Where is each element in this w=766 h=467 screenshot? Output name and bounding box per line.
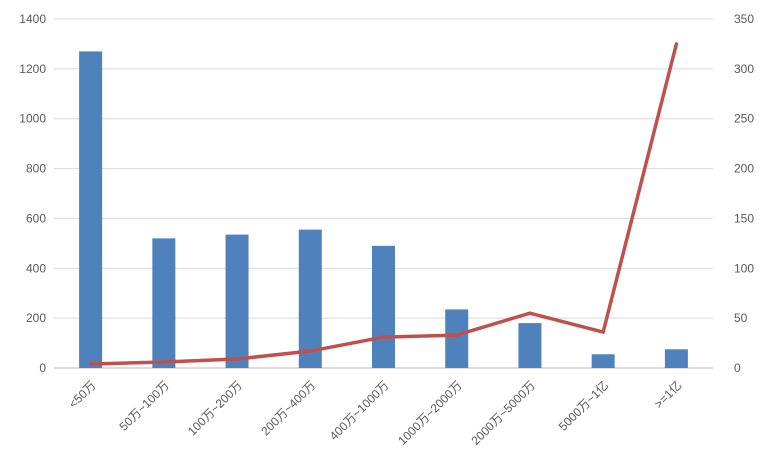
left-axis-tick-label: 800 xyxy=(26,162,46,176)
left-axis-tick-label: 600 xyxy=(26,211,46,225)
right-axis-tick-label: 300 xyxy=(734,62,754,76)
bar xyxy=(591,354,615,368)
category-axis-label: >=1亿 xyxy=(651,378,685,412)
category-axis-label: 50万~100万 xyxy=(117,378,172,433)
bar xyxy=(518,323,542,368)
bar xyxy=(152,238,176,368)
category-axis-label: 400万~1000万 xyxy=(327,378,392,443)
category-axis-label: 1000万~2000万 xyxy=(395,378,465,448)
category-axis-label: 2000万~5000万 xyxy=(468,378,538,448)
right-axis-tick-label: 200 xyxy=(734,162,754,176)
left-axis-tick-label: 1200 xyxy=(19,62,46,76)
line-series xyxy=(88,42,679,366)
right-axis-tick-label: 250 xyxy=(734,112,754,126)
right-axis-tick-label: 50 xyxy=(734,311,748,325)
category-axis-label: 5000万~1亿 xyxy=(555,378,611,434)
bar xyxy=(664,349,688,368)
right-axis-tick-label: 150 xyxy=(734,211,754,225)
bar xyxy=(79,51,103,369)
left-axis-tick-label: 0 xyxy=(39,361,46,375)
bar xyxy=(372,245,395,368)
left-axis-tick-label: 200 xyxy=(26,311,46,325)
left-axis-tick-label: 400 xyxy=(26,261,46,275)
right-axis-tick-label: 350 xyxy=(734,12,754,26)
category-axis-label: 200万~400万 xyxy=(258,378,318,438)
category-axis-label: <50万 xyxy=(66,378,99,411)
bar xyxy=(225,234,249,368)
right-axis-tick-label: 100 xyxy=(734,261,754,275)
category-axis-label: 100万~200万 xyxy=(185,378,245,438)
right-axis-tick-label: 0 xyxy=(734,361,741,375)
left-axis-tick-label: 1000 xyxy=(19,112,46,126)
left-axis-tick-label: 1400 xyxy=(19,12,46,26)
bar xyxy=(298,229,322,368)
bar xyxy=(445,309,469,368)
